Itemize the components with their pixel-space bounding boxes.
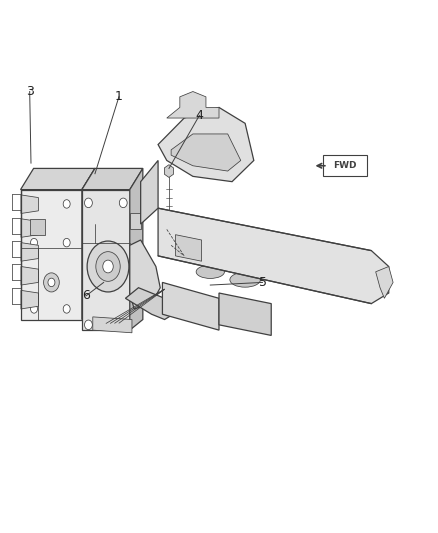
Ellipse shape bbox=[201, 233, 219, 252]
Ellipse shape bbox=[196, 265, 224, 278]
Polygon shape bbox=[21, 290, 39, 309]
Text: 3: 3 bbox=[26, 85, 34, 98]
Circle shape bbox=[63, 238, 70, 247]
Polygon shape bbox=[164, 165, 173, 177]
Ellipse shape bbox=[196, 228, 224, 257]
Polygon shape bbox=[21, 219, 39, 237]
Polygon shape bbox=[167, 92, 219, 118]
Polygon shape bbox=[158, 108, 254, 182]
Circle shape bbox=[96, 252, 120, 281]
Polygon shape bbox=[21, 190, 82, 319]
Circle shape bbox=[63, 200, 70, 208]
Circle shape bbox=[31, 200, 38, 208]
Polygon shape bbox=[171, 134, 241, 171]
Text: 4: 4 bbox=[195, 109, 203, 122]
Text: 1: 1 bbox=[115, 90, 123, 103]
Text: FWD: FWD bbox=[333, 161, 357, 170]
Ellipse shape bbox=[196, 223, 224, 235]
Polygon shape bbox=[30, 219, 45, 235]
Polygon shape bbox=[125, 288, 173, 319]
Polygon shape bbox=[21, 195, 39, 214]
Polygon shape bbox=[162, 282, 219, 330]
Circle shape bbox=[352, 269, 365, 285]
Polygon shape bbox=[130, 214, 141, 229]
Circle shape bbox=[146, 276, 157, 289]
Circle shape bbox=[31, 238, 38, 247]
Ellipse shape bbox=[230, 232, 260, 264]
Ellipse shape bbox=[230, 227, 260, 239]
Text: 6: 6 bbox=[82, 289, 90, 302]
Polygon shape bbox=[141, 160, 158, 224]
Circle shape bbox=[156, 304, 165, 314]
Polygon shape bbox=[219, 293, 271, 335]
Circle shape bbox=[48, 278, 55, 287]
Circle shape bbox=[31, 305, 38, 313]
Circle shape bbox=[44, 273, 59, 292]
Polygon shape bbox=[21, 266, 39, 285]
Polygon shape bbox=[130, 240, 160, 309]
Polygon shape bbox=[93, 317, 132, 333]
Polygon shape bbox=[21, 243, 39, 261]
Polygon shape bbox=[82, 190, 130, 330]
Polygon shape bbox=[376, 266, 393, 298]
Circle shape bbox=[85, 198, 92, 208]
Ellipse shape bbox=[230, 272, 260, 287]
Circle shape bbox=[63, 305, 70, 313]
Polygon shape bbox=[82, 168, 95, 319]
Circle shape bbox=[87, 241, 129, 292]
Circle shape bbox=[119, 198, 127, 208]
Text: 5: 5 bbox=[258, 276, 266, 289]
Circle shape bbox=[103, 260, 113, 273]
Polygon shape bbox=[158, 208, 389, 304]
Polygon shape bbox=[82, 168, 143, 190]
Ellipse shape bbox=[235, 238, 255, 258]
Polygon shape bbox=[176, 235, 201, 261]
Circle shape bbox=[85, 320, 92, 329]
Polygon shape bbox=[130, 168, 143, 330]
Circle shape bbox=[119, 320, 127, 329]
Polygon shape bbox=[21, 168, 95, 190]
